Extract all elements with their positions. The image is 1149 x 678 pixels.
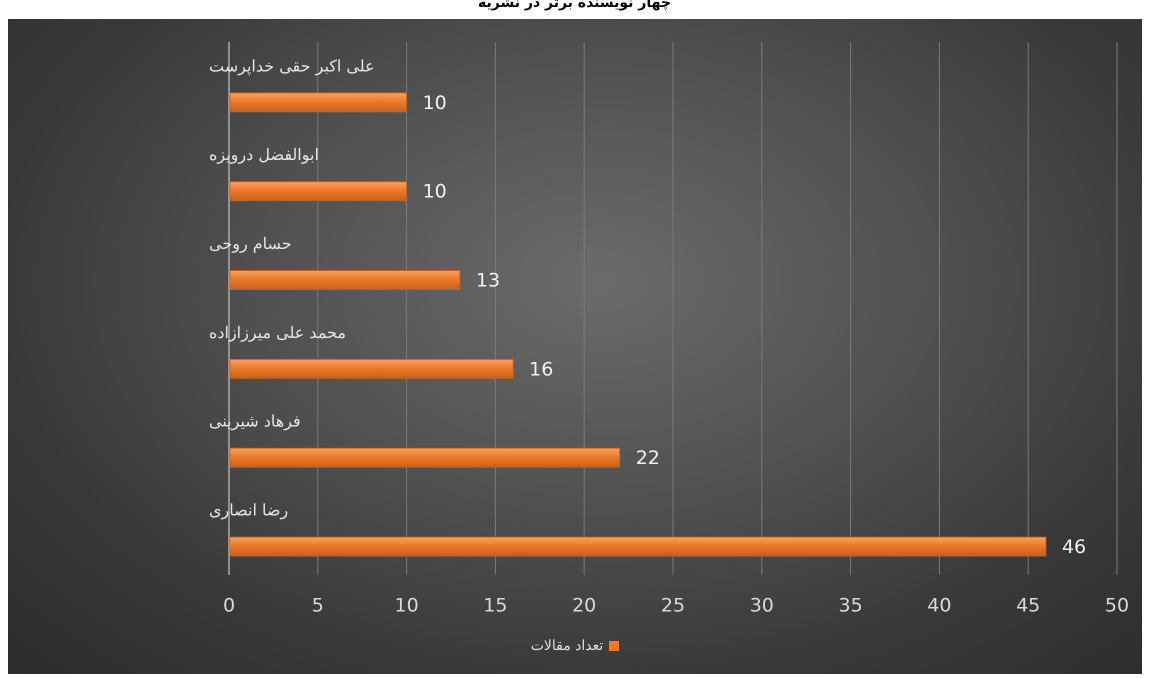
x-tick-label: 45 — [1016, 595, 1040, 617]
chart-title: چهار نویسنده برتر در نشریه — [478, 0, 671, 11]
legend: تعداد مقالات — [8, 635, 1142, 657]
data-label: 13 — [476, 270, 500, 292]
category-label: ابوالفضل درویزه — [209, 145, 319, 164]
category-label: فرهاد شیرینی — [209, 412, 301, 431]
data-label: 10 — [423, 92, 447, 114]
bar — [229, 92, 408, 113]
data-label: 46 — [1062, 536, 1086, 558]
x-tick-label: 30 — [750, 595, 774, 617]
x-tick-label: 5 — [312, 595, 324, 617]
chart-area: 0 5 10 15 20 25 30 35 40 45 50 10 علی اکبر حقی خداپر… — [8, 19, 1142, 674]
category-label: محمد علی میرزازاده — [209, 323, 346, 342]
category-label: علی اکبر حقی خداپرست — [209, 56, 375, 75]
x-tick-label: 15 — [483, 595, 507, 617]
bars — [229, 92, 1047, 557]
legend-label: تعداد مقالات — [530, 638, 604, 654]
legend-swatch — [609, 641, 620, 651]
category-label: رضا انصاری — [209, 501, 288, 520]
x-tick-label: 0 — [223, 595, 235, 617]
x-tick-label: 35 — [839, 595, 863, 617]
bar — [229, 536, 1047, 557]
data-label: 10 — [423, 181, 447, 203]
bar — [229, 447, 621, 468]
x-tick-label: 25 — [661, 595, 685, 617]
x-tick-label: 10 — [395, 595, 419, 617]
bar — [229, 359, 514, 379]
x-tick-label: 20 — [572, 595, 596, 617]
bar — [229, 270, 461, 290]
bar — [229, 181, 408, 202]
x-tick-label: 50 — [1105, 595, 1129, 617]
data-label: 22 — [636, 447, 660, 469]
gridlines — [228, 42, 1118, 575]
data-label: 16 — [529, 358, 553, 380]
category-label: حسام روحی — [209, 234, 292, 253]
labels: 0 5 10 15 20 25 30 35 40 45 50 10 علی اکبر حقی خداپر… — [209, 56, 1129, 616]
x-tick-label: 40 — [927, 595, 951, 617]
bar-chart: 0 5 10 15 20 25 30 35 40 45 50 10 علی اکبر حقی خداپر… — [209, 42, 1129, 617]
